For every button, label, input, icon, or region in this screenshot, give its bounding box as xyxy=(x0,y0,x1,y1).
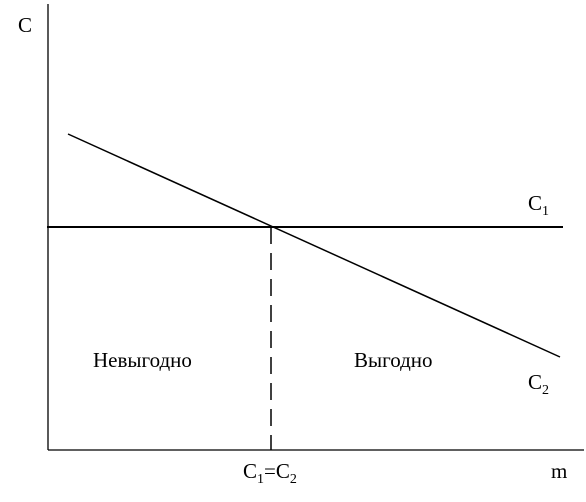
y-axis-label: C xyxy=(18,13,32,37)
c2-label-sub: 2 xyxy=(542,383,549,398)
intersection-right-sub: 2 xyxy=(290,472,297,487)
c2-label: C2 xyxy=(528,370,549,398)
c1-label-sub: 1 xyxy=(542,204,549,219)
x-axis-label: m xyxy=(551,459,567,483)
c1-label: C1 xyxy=(528,191,549,219)
c2-label-base: C xyxy=(528,370,542,394)
c2-line xyxy=(67,133,561,358)
intersection-left-base: C xyxy=(243,459,257,483)
unprofitable-region-label: Невыгодно xyxy=(93,348,192,372)
intersection-eq: = xyxy=(264,459,276,483)
intersection-label: C1=C2 xyxy=(243,459,297,487)
intersection-right-base: C xyxy=(276,459,290,483)
profitable-region-label: Выгодно xyxy=(354,348,433,372)
intersection-left-sub: 1 xyxy=(257,472,264,487)
c1-label-base: C xyxy=(528,191,542,215)
